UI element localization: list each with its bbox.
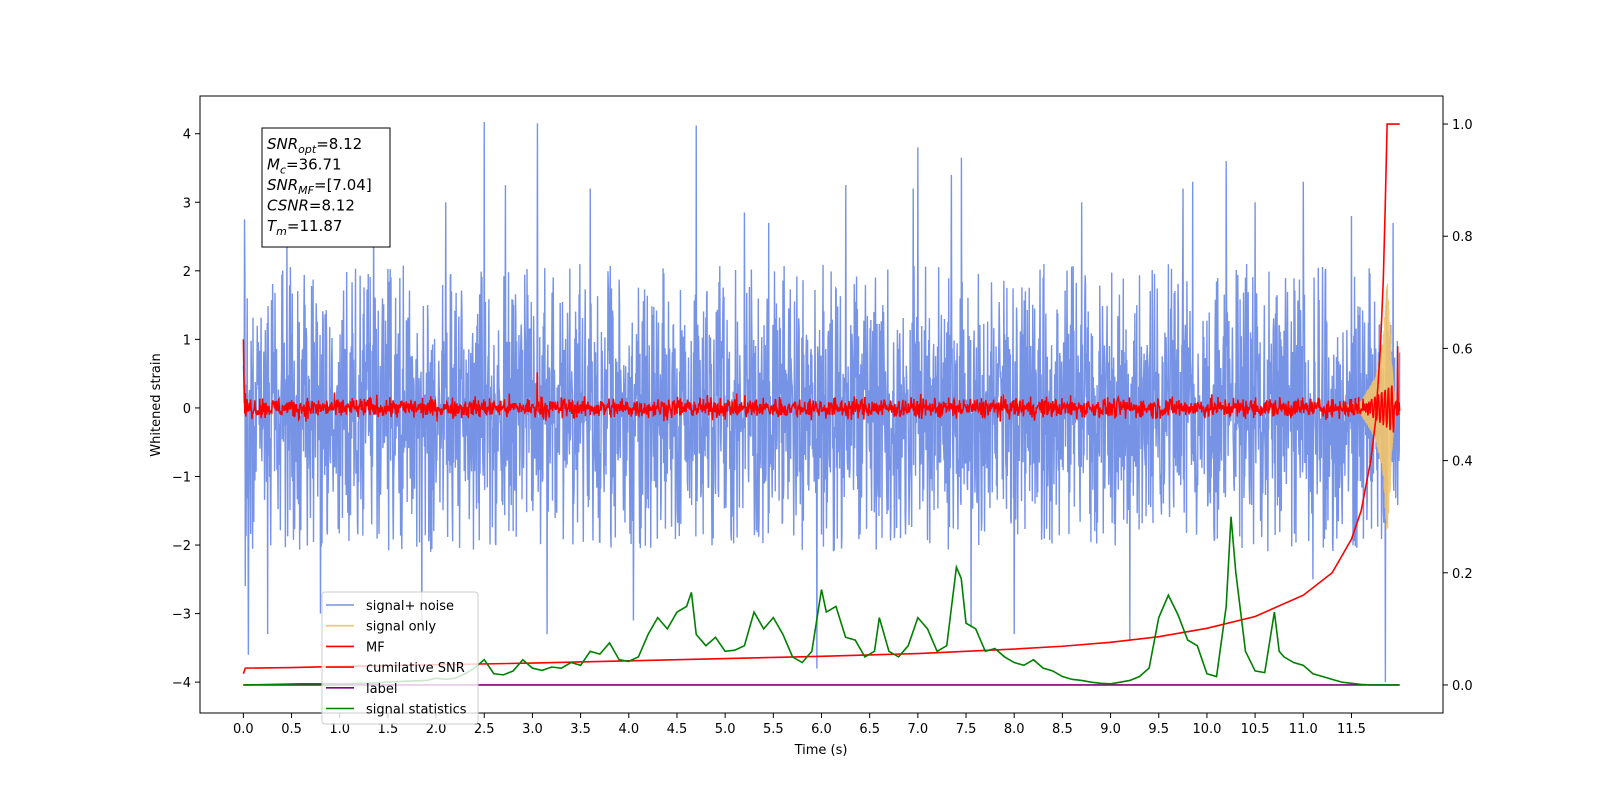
x-tick-label: 8.0 [1004,722,1025,737]
x-tick-label: 3.5 [570,722,591,737]
right-y-tick-label: 0.0 [1452,679,1473,694]
cumulative-snr-line [242,123,1400,675]
x-tick-label: 5.5 [763,722,784,737]
legend-label: label [366,682,397,697]
x-tick-label: 2.5 [474,722,495,737]
x-tick-label: 6.0 [811,722,832,737]
legend-label: signal statistics [366,703,467,718]
info-line: Tm=11.87 [267,217,342,238]
x-axis-label: Time (s) [794,743,848,758]
x-tick-label: 8.5 [1052,722,1073,737]
info-line: Mc=36.71 [267,156,342,177]
right-y-tick-label: 0.8 [1452,230,1473,245]
x-tick-label: 2.0 [426,722,447,737]
x-tick-label: 1.0 [329,722,350,737]
left-y-tick-label: −4 [172,676,191,691]
right-y-axis-ticks: 0.0 0.2 0.4 0.6 0.8 1.0 [1443,118,1473,694]
info-box-frame [261,127,391,248]
mf-line [242,339,1401,433]
x-tick-label: 5.0 [715,722,736,737]
left-y-tick-label: 4 [183,128,191,143]
left-y-tick-label: 2 [183,265,191,280]
legend-frame [321,591,479,725]
x-tick-label: 7.0 [908,722,929,737]
left-y-tick-label: 1 [183,333,191,348]
left-y-axis-label: Whitened strain [149,353,164,456]
right-y-tick-label: 0.6 [1452,342,1473,357]
x-tick-label: 0.0 [233,722,254,737]
x-tick-label: 0.5 [281,722,302,737]
signal-statistics-line [243,516,1400,686]
x-tick-label: 9.0 [1100,722,1121,737]
legend-label: cumilative SNR [366,661,465,676]
x-tick-label: 11.0 [1289,722,1318,737]
x-tick-label: 9.5 [1148,722,1169,737]
right-y-tick-label: 1.0 [1452,118,1473,133]
legend-label: MF [366,640,385,655]
left-y-tick-label: 0 [183,402,191,417]
left-y-tick-label: −2 [172,539,191,554]
signal-noise-line [242,122,1401,683]
x-tick-label: 4.5 [667,722,688,737]
info-line: SNRMF=[7.04] [267,176,372,197]
x-axis-ticks: 0.0 0.5 1.0 1.5 2.0 2.5 3.0 3.5 4.0 4.5 5.0 5.5 6.0 6… [233,713,1366,737]
left-y-tick-label: −3 [172,608,191,623]
info-box: SNRopt=8.12Mc=36.71SNRMF=[7.04]CSNR=8.12… [261,127,391,248]
x-tick-label: 10.5 [1241,722,1270,737]
x-tick-label: 11.5 [1337,722,1366,737]
right-y-tick-label: 0.4 [1452,455,1473,470]
right-y-tick-label: 0.2 [1452,567,1473,582]
left-y-tick-label: 3 [183,196,191,211]
left-y-axis-ticks: −4 −3 −2 −1 0 1 2 3 4 [172,128,200,691]
x-tick-label: 10.0 [1192,722,1221,737]
legend-label: signal only [366,620,436,635]
legend-label: signal+ noise [366,599,454,614]
x-tick-label: 7.5 [956,722,977,737]
left-y-tick-label: −1 [172,470,191,485]
x-tick-label: 4.0 [618,722,639,737]
x-tick-label: 6.5 [859,722,880,737]
info-line: SNRopt=8.12 [267,135,362,156]
x-tick-label: 1.5 [378,722,399,737]
x-tick-label: 3.0 [522,722,543,737]
info-line: CSNR=8.12 [267,197,355,215]
legend: signal+ noise signal only MF cumilative SNR… [321,591,479,725]
